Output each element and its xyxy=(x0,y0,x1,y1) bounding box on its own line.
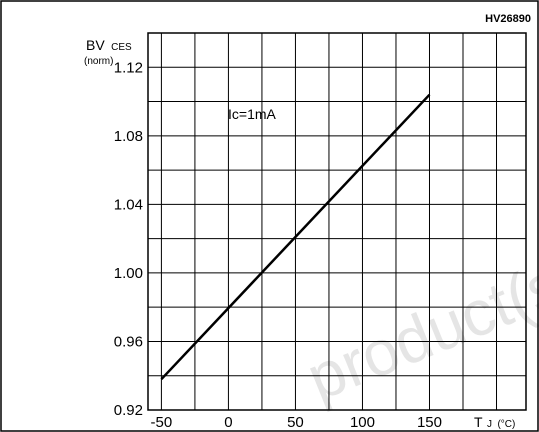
y-tick-label: 1.12 xyxy=(114,59,143,76)
x-tick-labels: -50 0 50 100 150 xyxy=(151,414,442,431)
x-axis-label: T J (°C) xyxy=(474,414,515,431)
x-axis-label-sub: J xyxy=(487,419,492,430)
y-tick-label: 1.08 xyxy=(114,128,143,145)
figure-code: HV26890 xyxy=(485,13,531,25)
series-line xyxy=(160,93,431,381)
x-tick-label: -50 xyxy=(151,414,173,431)
x-axis-label-main: T xyxy=(474,414,483,430)
y-axis-unit: (norm) xyxy=(84,56,113,67)
y-axis-label-sub: CES xyxy=(111,42,132,53)
x-tick-label: 100 xyxy=(350,414,375,431)
y-axis-label-main: BV xyxy=(86,37,105,53)
y-axis-label: BV CES xyxy=(86,37,132,54)
x-tick-label: 50 xyxy=(287,414,304,431)
y-tick-label: 1.04 xyxy=(114,196,143,213)
series-layer xyxy=(160,93,431,381)
x-axis-label-unit: (°C) xyxy=(497,419,515,430)
grid xyxy=(148,33,526,410)
y-tick-label: 0.96 xyxy=(114,333,143,350)
y-tick-labels: 0.92 0.96 1.00 1.04 1.08 1.12 xyxy=(114,59,143,419)
condition-annotation: Ic=1mA xyxy=(228,106,277,122)
y-tick-label: 0.92 xyxy=(114,402,143,419)
plot-border xyxy=(147,32,527,411)
x-tick-label: 150 xyxy=(417,414,442,431)
x-tick-label: 0 xyxy=(224,414,232,431)
y-tick-label: 1.00 xyxy=(114,265,143,282)
